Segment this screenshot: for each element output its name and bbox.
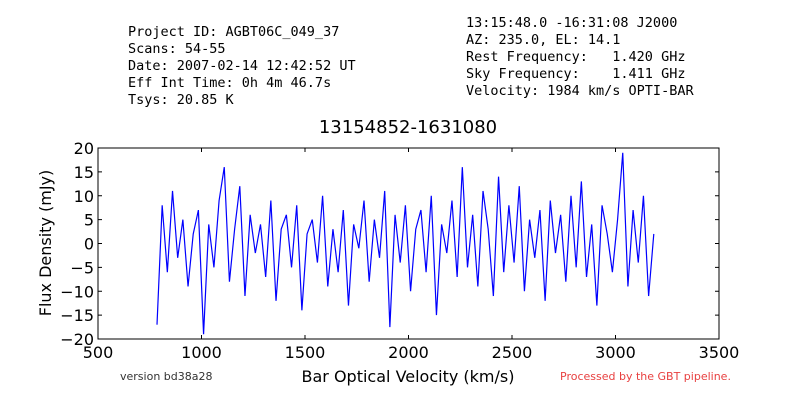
y-tick-label: 5	[84, 211, 94, 230]
x-tick-label: 2000	[388, 343, 429, 362]
x-tick-label: 2500	[492, 343, 533, 362]
header-line: Velocity: 1984 km/s OPTI-BAR	[466, 83, 694, 99]
x-tick-label: 1000	[181, 343, 222, 362]
header-line: AZ: 235.0, EL: 14.1	[466, 32, 620, 48]
y-tick-label: 10	[74, 187, 94, 206]
x-tick-label: 3000	[595, 343, 636, 362]
header-line: Eff Int Time: 0h 4m 46.7s	[128, 75, 331, 91]
y-tick-label: 20	[74, 139, 94, 158]
y-tick-label: 15	[74, 163, 94, 182]
header-line: Scans: 54-55	[128, 41, 226, 57]
y-tick-label: −5	[70, 258, 94, 277]
spectrum-line	[156, 152, 655, 335]
x-tick-label: 1500	[285, 343, 326, 362]
header-line: Project ID: AGBT06C_049_37	[128, 24, 339, 40]
header-line: Tsys: 20.85 K	[128, 92, 235, 108]
y-tick-label: −15	[60, 306, 94, 325]
y-tick-label: 0	[84, 235, 94, 254]
header-line: 13:15:48.0 -16:31:08 J2000	[466, 15, 677, 31]
version-note: version bd38a28	[120, 370, 213, 383]
pipeline-note: Processed by the GBT pipeline.	[560, 370, 731, 383]
x-axis-label: Bar Optical Velocity (km/s)	[302, 367, 515, 386]
chart-title: 13154852-1631080	[319, 117, 497, 138]
header-line: Date: 2007-02-14 12:42:52 UT	[128, 58, 356, 74]
header-line: Rest Frequency: 1.420 GHz	[466, 49, 685, 65]
header-line: Sky Frequency: 1.411 GHz	[466, 66, 685, 82]
y-tick-label: −20	[60, 330, 94, 349]
y-axis-label: Flux Density (mJy)	[36, 170, 55, 317]
x-tick-label: 3500	[699, 343, 740, 362]
y-tick-label: −10	[60, 282, 94, 301]
x-tick-label: 500	[83, 343, 114, 362]
